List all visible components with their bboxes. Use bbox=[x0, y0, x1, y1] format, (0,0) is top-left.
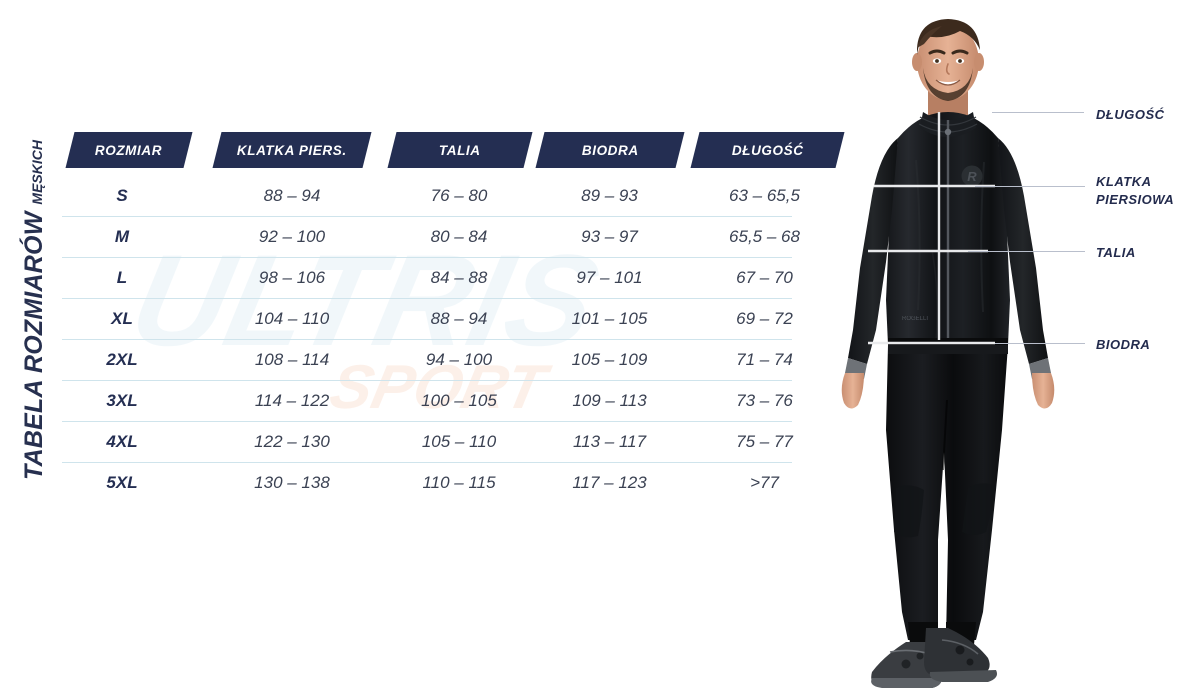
column-header-talia: TALIA bbox=[387, 132, 533, 168]
column-header-label: TALIA bbox=[439, 142, 481, 158]
cell-length: 71 – 74 bbox=[736, 350, 793, 369]
cell-chest: 104 – 110 bbox=[254, 309, 330, 328]
annotation-connector-dlugosc bbox=[992, 112, 1084, 113]
annotation-text: BIODRA bbox=[1096, 337, 1151, 352]
cell-hips: 105 – 109 bbox=[571, 350, 648, 369]
cell-waist: 80 – 84 bbox=[430, 227, 488, 246]
table-row: 3XL 114 – 122 100 – 105 109 – 113 73 – 7… bbox=[62, 381, 793, 422]
annotation-label-biodra: BIODRA bbox=[1096, 336, 1150, 354]
column-header-klatka-piers: KLATKA PIERS. bbox=[212, 132, 372, 168]
size-table: ROZMIAR KLATKA PIERS. TALIA BIODRA DŁUGO… bbox=[62, 132, 845, 503]
cell-waist: 94 – 100 bbox=[425, 350, 493, 369]
cell-hips: 93 – 97 bbox=[581, 227, 638, 246]
cell-chest: 114 – 122 bbox=[254, 391, 330, 410]
table-row: XL 104 – 110 88 – 94 101 – 105 69 – 72 bbox=[62, 299, 793, 340]
chart-vertical-title: TABELA ROZMIARÓW MĘSKICH bbox=[20, 110, 60, 510]
cell-size: 2XL bbox=[106, 350, 138, 369]
cell-hips: 113 – 117 bbox=[572, 432, 647, 451]
cell-size: M bbox=[114, 227, 130, 246]
chart-title-main: TABELA ROZMIARÓW bbox=[20, 211, 48, 480]
annotation-text: DŁUGOŚĆ bbox=[1096, 107, 1165, 122]
column-header-label: ROZMIAR bbox=[95, 142, 163, 158]
cell-waist: 110 – 115 bbox=[422, 473, 496, 492]
jacket-brand-logo: R bbox=[961, 165, 983, 187]
cell-size: S bbox=[116, 186, 128, 205]
cell-hips: 89 – 93 bbox=[581, 186, 638, 205]
jacket-reflective-text: ROGELLI bbox=[902, 316, 928, 322]
cell-waist: 84 – 88 bbox=[430, 268, 488, 287]
cell-length: 69 – 72 bbox=[736, 309, 793, 328]
cell-waist: 88 – 94 bbox=[430, 309, 488, 328]
annotation-connector-talia bbox=[968, 251, 1085, 252]
cell-chest: 108 – 114 bbox=[254, 350, 330, 369]
annotation-text-line2: PIERSIOWA bbox=[1096, 191, 1175, 207]
cell-waist: 105 – 110 bbox=[421, 432, 497, 451]
cell-size: 4XL bbox=[106, 432, 138, 451]
cell-chest: 122 – 130 bbox=[254, 432, 330, 451]
cell-chest: 98 – 106 bbox=[258, 268, 326, 287]
cell-hips: 101 – 105 bbox=[571, 309, 648, 328]
cycling-shoes bbox=[871, 628, 997, 688]
cell-length: 75 – 77 bbox=[736, 432, 793, 451]
cell-hips: 109 – 113 bbox=[572, 391, 647, 410]
cell-hips: 97 – 101 bbox=[576, 268, 643, 287]
cycling-tights bbox=[886, 345, 1008, 645]
cell-size: 3XL bbox=[106, 391, 138, 410]
cell-chest: 92 – 100 bbox=[258, 227, 326, 246]
table-header-row: ROZMIAR KLATKA PIERS. TALIA BIODRA DŁUGO… bbox=[62, 132, 845, 172]
column-header-biodra: BIODRA bbox=[535, 132, 685, 168]
annotation-connector-klatka-piersiowa bbox=[975, 186, 1085, 187]
cell-size: L bbox=[116, 268, 128, 287]
annotation-label-talia: TALIA bbox=[1096, 244, 1136, 262]
table-row: 5XL 130 – 138 110 – 115 117 – 123 >77 bbox=[62, 463, 792, 503]
table-body: S 88 – 94 76 – 80 89 – 93 63 – 65,5 M 92… bbox=[62, 176, 800, 503]
cell-chest: 130 – 138 bbox=[254, 473, 330, 492]
column-header-dlugosc: DŁUGOŚĆ bbox=[690, 132, 845, 168]
column-header-label: DŁUGOŚĆ bbox=[731, 142, 804, 158]
annotation-text-line1: KLATKA bbox=[1096, 174, 1152, 189]
cell-chest: 88 – 94 bbox=[263, 186, 321, 205]
measurement-guides bbox=[868, 112, 995, 345]
annotation-connector-biodra bbox=[995, 343, 1085, 344]
annotation-label-dlugosc: DŁUGOŚĆ bbox=[1096, 106, 1165, 124]
table-row: M 92 – 100 80 – 84 93 – 97 65,5 – 68 bbox=[62, 217, 800, 258]
cell-length: 65,5 – 68 bbox=[729, 227, 800, 246]
cell-length: 67 – 70 bbox=[736, 268, 793, 287]
annotation-label-klatka-piersiowa: KLATKA PIERSIOWA bbox=[1096, 173, 1174, 208]
cell-waist: 76 – 80 bbox=[430, 186, 488, 205]
table-row: 2XL 108 – 114 94 – 100 105 – 109 71 – 74 bbox=[62, 340, 793, 381]
table-row: S 88 – 94 76 – 80 89 – 93 63 – 65,5 bbox=[62, 176, 800, 217]
model-hands bbox=[841, 373, 1055, 409]
model-photo: R ROGELLI bbox=[820, 0, 1110, 700]
column-header-label: BIODRA bbox=[581, 142, 639, 158]
svg-text:R: R bbox=[967, 169, 977, 184]
cell-length: >77 bbox=[750, 473, 779, 492]
cell-size: 5XL bbox=[106, 473, 138, 492]
cell-size: XL bbox=[111, 309, 133, 328]
column-header-label: KLATKA PIERS. bbox=[237, 142, 347, 158]
cell-waist: 100 – 105 bbox=[421, 391, 497, 410]
column-header-rozmiar: ROZMIAR bbox=[65, 132, 193, 168]
table-row: 4XL 122 – 130 105 – 110 113 – 117 75 – 7… bbox=[62, 422, 793, 463]
cell-hips: 117 – 123 bbox=[572, 473, 647, 492]
cell-length: 63 – 65,5 bbox=[729, 186, 800, 205]
annotation-text: TALIA bbox=[1096, 245, 1136, 260]
chart-title-sub: MĘSKICH bbox=[29, 140, 45, 205]
cell-length: 73 – 76 bbox=[736, 391, 793, 410]
table-row: L 98 – 106 84 – 88 97 – 101 67 – 70 bbox=[62, 258, 793, 299]
